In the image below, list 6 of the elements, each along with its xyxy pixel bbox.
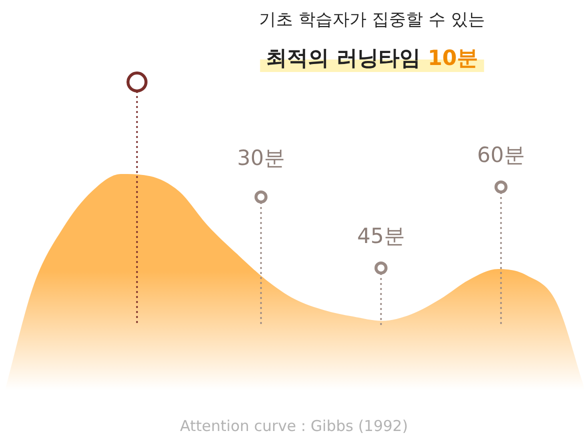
text: Attention curve : Gibbs (1992) — [180, 417, 408, 435]
annotation: 45분 — [357, 223, 405, 250]
text: 30분 — [237, 145, 285, 172]
chart-subtitle: 최적의 러닝타임 10분 — [260, 44, 484, 72]
chart-title: 기초 학습자가 집중할 수 있는 — [259, 9, 485, 31]
text: 60분 — [477, 142, 525, 169]
